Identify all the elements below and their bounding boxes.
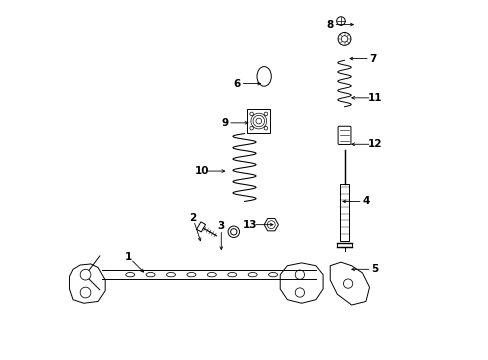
Text: 5: 5 bbox=[370, 264, 378, 274]
Text: 11: 11 bbox=[367, 93, 381, 103]
Text: 2: 2 bbox=[189, 212, 196, 222]
Text: 4: 4 bbox=[362, 197, 369, 206]
Text: 12: 12 bbox=[367, 139, 381, 149]
Text: 6: 6 bbox=[233, 78, 241, 89]
Text: 10: 10 bbox=[194, 166, 208, 176]
Text: 1: 1 bbox=[124, 252, 132, 262]
Text: 3: 3 bbox=[217, 221, 224, 231]
Text: 13: 13 bbox=[242, 220, 257, 230]
Text: 9: 9 bbox=[221, 118, 228, 128]
Text: 7: 7 bbox=[368, 54, 376, 64]
Text: 8: 8 bbox=[326, 19, 333, 30]
